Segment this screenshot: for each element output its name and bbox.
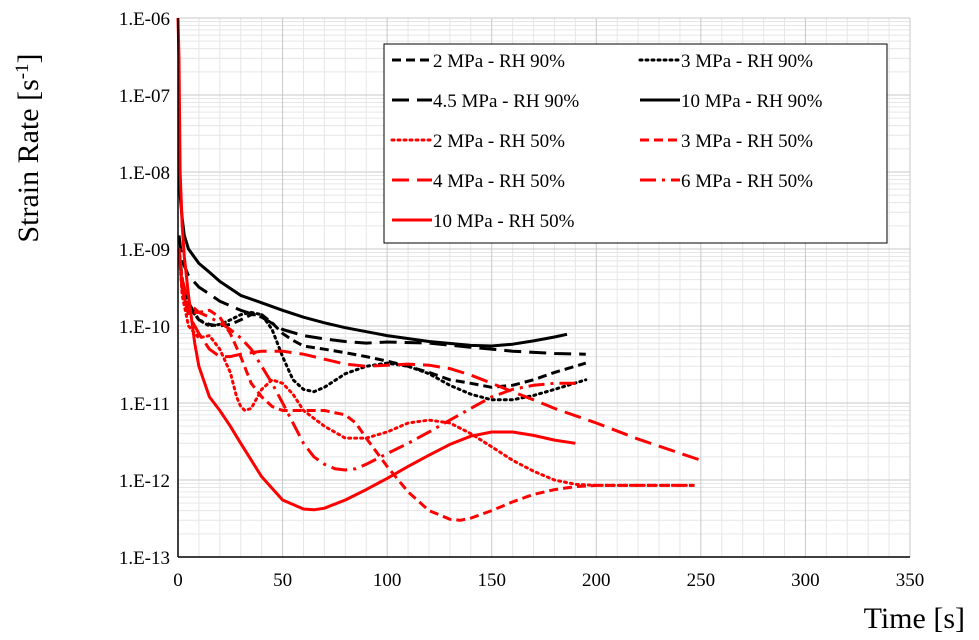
series-line (176, 17, 576, 512)
y-tick-label: 1.E-13 (119, 548, 170, 569)
y-tick-label: 1.E-10 (119, 317, 170, 338)
legend-label: 10 MPa - RH 50% (433, 211, 575, 232)
y-axis-title-main: Strain Rate [s (12, 79, 45, 242)
series-line (177, 248, 576, 472)
x-tick-label: 250 (687, 570, 716, 591)
x-tick-label: 100 (373, 570, 402, 591)
legend-label: 6 MPa - RH 50% (681, 171, 813, 192)
y-tick-label: 1.E-09 (119, 240, 170, 261)
x-tick-label: 150 (477, 570, 506, 591)
x-tick-label: 200 (582, 570, 611, 591)
legend-label: 3 MPa - RH 90% (681, 51, 813, 72)
series-line (177, 248, 702, 462)
y-tick-label: 1.E-12 (119, 471, 170, 492)
axes (177, 18, 910, 558)
x-tick-label: 50 (273, 570, 292, 591)
series-line (177, 247, 588, 402)
tick-labels: 0 50 100 150 200 250 300 350 1.E-13 1.E-12 1.E-11 1… (119, 9, 924, 591)
legend: 2 MPa - RH 90% 3 MPa - RH 90% 4.5 MPa - RH… (383, 43, 888, 244)
x-tick-label: 0 (173, 570, 183, 591)
x-tick-label: 350 (896, 570, 925, 591)
x-tick-label: 300 (791, 570, 820, 591)
y-axis-title-sup: -1 (12, 63, 33, 79)
legend-label: 3 MPa - RH 50% (681, 131, 813, 152)
series-layer (176, 17, 702, 522)
legend-label: 2 MPa - RH 90% (433, 51, 565, 72)
series-line (177, 148, 568, 348)
legend-label: 10 MPa - RH 90% (681, 91, 823, 112)
legend-label: 2 MPa - RH 50% (433, 131, 565, 152)
y-axis-title: Strain Rate [s-1] (12, 53, 46, 242)
y-tick-label: 1.E-11 (120, 394, 170, 415)
y-tick-label: 1.E-08 (119, 163, 170, 184)
y-tick-label: 1.E-06 (119, 9, 170, 30)
legend-label: 4 MPa - RH 50% (433, 171, 565, 192)
series-line (177, 235, 586, 356)
y-axis-title-close: ] (12, 53, 45, 63)
legend-label: 4.5 MPa - RH 90% (433, 91, 579, 112)
legend-box (383, 43, 888, 244)
y-tick-label: 1.E-07 (119, 86, 170, 107)
x-axis-title: Time [s] (864, 602, 965, 635)
series-line (177, 247, 697, 487)
